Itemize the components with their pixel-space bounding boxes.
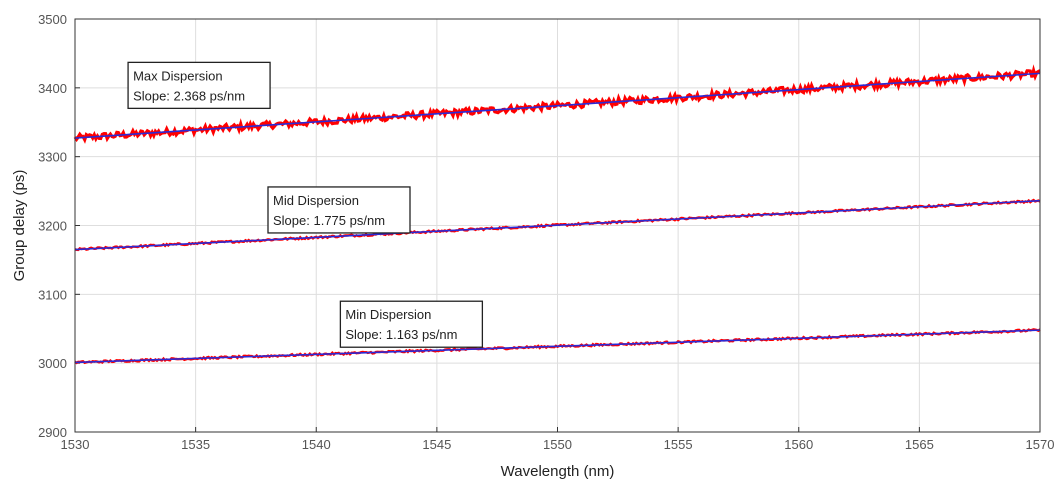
y-axis-label: Group delay (ps) [11, 170, 28, 282]
annotation-slope: Slope: 1.163 ps/nm [345, 327, 457, 342]
linear-fit-line [74, 199, 1041, 251]
y-tick-label: 3500 [38, 12, 67, 27]
x-tick-label: 1565 [905, 437, 934, 452]
annotation-slope: Slope: 1.775 ps/nm [273, 213, 385, 228]
annotation-slope: Slope: 2.368 ps/nm [133, 88, 245, 103]
annotation-box: Mid Dispersion Slope: 1.775 ps/nm [267, 186, 411, 234]
x-tick-label: 1555 [664, 437, 693, 452]
annotation-box: Max Dispersion Slope: 2.368 ps/nm [127, 61, 271, 110]
x-tick-label: 1535 [181, 437, 210, 452]
y-tick-label: 3200 [38, 219, 67, 234]
annotation-frame [339, 300, 484, 348]
y-tick-label: 3400 [38, 81, 67, 96]
data-traces [73, 64, 1041, 365]
x-tick-label: 1570 [1026, 437, 1055, 452]
linear-fit-line [74, 72, 1041, 139]
y-tick-labels: 2900 3000 3100 3200 3300 3400 3500 [38, 12, 67, 440]
x-tick-label: 1540 [302, 437, 331, 452]
x-tick-label: 1560 [784, 437, 813, 452]
annotation-title: Mid Dispersion [273, 193, 359, 208]
annotation-frame [267, 186, 411, 234]
x-axis-label: Wavelength (nm) [501, 463, 615, 480]
annotation-title: Min Dispersion [345, 307, 431, 322]
plot-frame [74, 18, 1041, 433]
y-tick-label: 3300 [38, 150, 67, 165]
y-tick-label: 3000 [38, 356, 67, 371]
x-tick-label: 1530 [61, 437, 90, 452]
x-tick-label: 1545 [422, 437, 451, 452]
x-tick-labels: 1530 1535 1540 1545 1550 1555 1560 1565 1570 [61, 437, 1055, 452]
linear-fit-line [74, 329, 1041, 364]
x-tick-label: 1550 [543, 437, 572, 452]
annotation-frame [127, 61, 271, 110]
y-tick-label: 2900 [38, 425, 67, 440]
y-tick-label: 3100 [38, 287, 67, 302]
annotations: Max Dispersion Slope: 2.368 ps/nm Mid Disp… [127, 61, 484, 348]
annotation-title: Max Dispersion [133, 68, 223, 83]
annotation-box: Min Dispersion Slope: 1.163 ps/nm [339, 300, 484, 348]
